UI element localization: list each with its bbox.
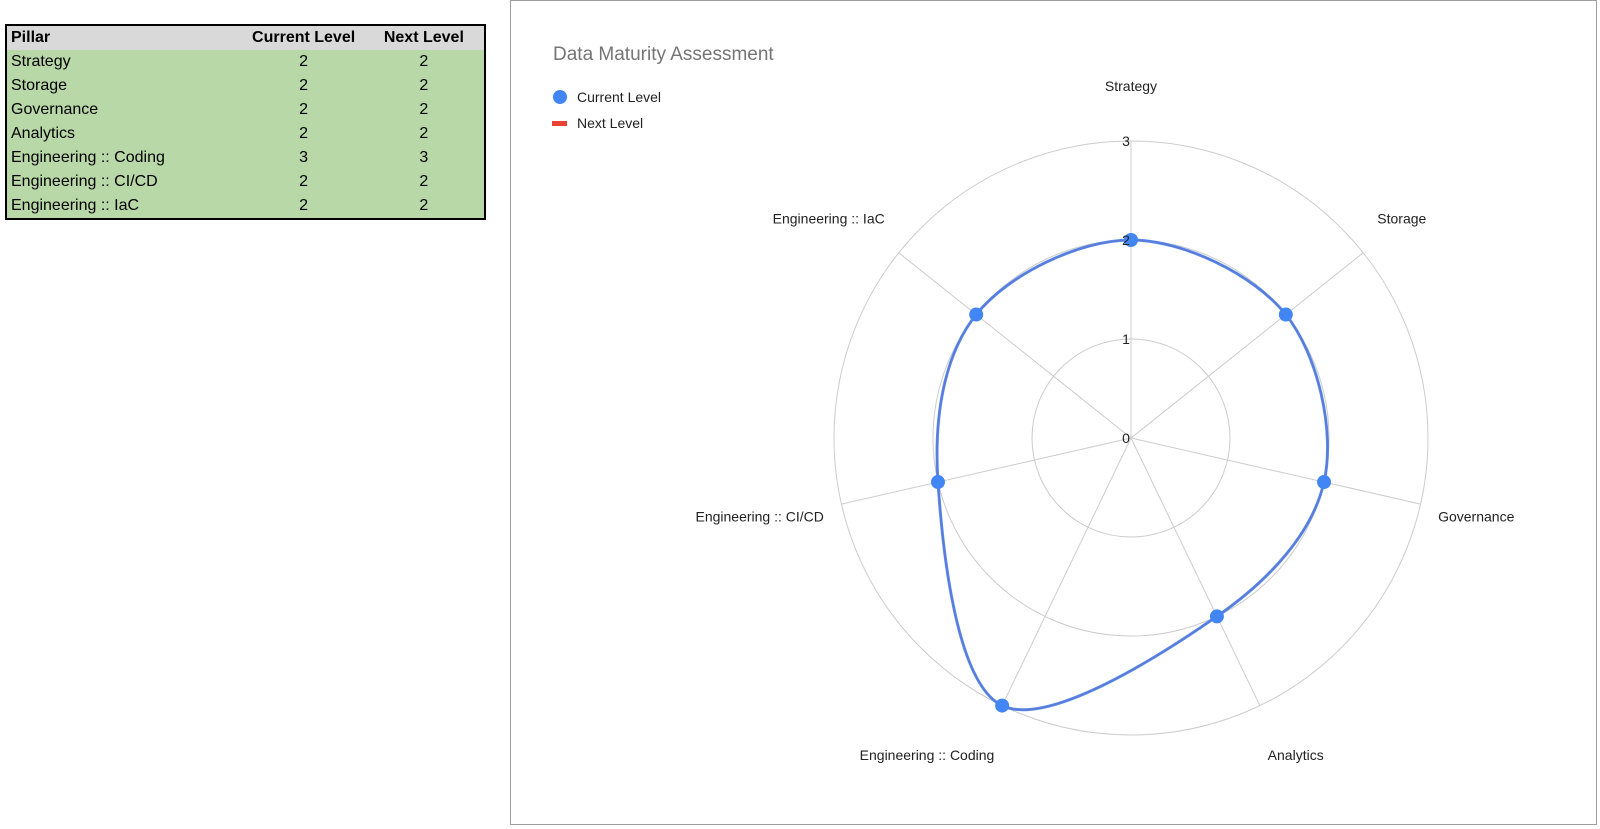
grid-spoke bbox=[1130, 437, 1421, 505]
category-label: Analytics bbox=[1268, 747, 1324, 763]
radar-labels: 0 1 2 3 Strategy Storage Governance Analytics En… bbox=[695, 78, 1514, 763]
header-pillar[interactable]: Pillar bbox=[11, 29, 51, 46]
category-label: Strategy bbox=[1105, 78, 1157, 94]
table-row: Strategy 2 2 bbox=[6, 50, 485, 74]
cell-current-level[interactable]: 2 bbox=[299, 77, 309, 94]
table-row: Engineering :: CI/CD 2 2 bbox=[6, 170, 485, 194]
chart-title: Data Maturity Assessment bbox=[553, 44, 774, 65]
grid-spoke bbox=[841, 437, 1132, 505]
series-line-current-level[interactable] bbox=[935, 238, 1330, 712]
data-point-current-level[interactable] bbox=[1317, 475, 1332, 490]
cell-current-level[interactable]: 2 bbox=[299, 101, 309, 118]
header-current-level[interactable]: Current Level bbox=[252, 29, 356, 46]
data-point-current-level[interactable] bbox=[1209, 609, 1224, 624]
category-label: Engineering :: IaC bbox=[773, 211, 885, 227]
grid-spoke bbox=[898, 252, 1132, 439]
legend-label-current-level[interactable]: Current Level bbox=[577, 89, 661, 105]
grid-spoke bbox=[1130, 437, 1261, 706]
category-label: Storage bbox=[1377, 211, 1426, 227]
data-point-current-level[interactable] bbox=[969, 307, 984, 322]
cell-current-level[interactable]: 3 bbox=[299, 149, 309, 166]
table-row: Engineering :: Coding 3 3 bbox=[6, 146, 485, 170]
data-point-current-level[interactable] bbox=[1278, 307, 1293, 322]
cell-pillar[interactable]: Engineering :: CI/CD bbox=[11, 173, 158, 190]
category-label: Engineering :: Coding bbox=[860, 747, 995, 763]
cell-pillar[interactable]: Storage bbox=[11, 77, 68, 94]
series-line-next-level[interactable] bbox=[936, 238, 1329, 711]
cell-next-level[interactable]: 3 bbox=[419, 149, 429, 166]
legend-marker-next-level bbox=[552, 121, 567, 126]
table-row: Governance 2 2 bbox=[6, 98, 485, 122]
category-label: Engineering :: CI/CD bbox=[695, 508, 823, 524]
data-point-current-level[interactable] bbox=[1124, 233, 1138, 247]
cell-pillar[interactable]: Engineering :: Coding bbox=[11, 149, 165, 166]
cell-next-level[interactable]: 2 bbox=[419, 53, 429, 70]
radar-chart[interactable]: Data Maturity Assessment Current Level N… bbox=[511, 1, 1596, 824]
radial-tick-label: 2 bbox=[1122, 232, 1130, 248]
data-table: Pillar Current Level Next Level Strategy… bbox=[5, 24, 486, 220]
table-row: Analytics 2 2 bbox=[6, 122, 485, 146]
cell-pillar[interactable]: Engineering :: IaC bbox=[11, 197, 140, 214]
cell-current-level[interactable]: 2 bbox=[299, 125, 309, 142]
legend-label-next-level[interactable]: Next Level bbox=[577, 115, 643, 131]
data-point-current-level[interactable] bbox=[995, 698, 1010, 713]
radial-tick-label: 3 bbox=[1122, 133, 1130, 149]
cell-next-level[interactable]: 2 bbox=[419, 197, 429, 214]
grid-spoke bbox=[1001, 437, 1132, 706]
legend[interactable]: Current Level Next Level bbox=[552, 89, 661, 131]
cell-pillar[interactable]: Governance bbox=[11, 101, 99, 118]
cell-current-level[interactable]: 2 bbox=[299, 197, 309, 214]
radial-tick-label: 1 bbox=[1122, 331, 1130, 347]
cell-next-level[interactable]: 2 bbox=[419, 173, 429, 190]
grid-spoke bbox=[1130, 252, 1364, 439]
data-point-current-level[interactable] bbox=[930, 475, 945, 490]
cell-current-level[interactable]: 2 bbox=[299, 53, 309, 70]
cell-current-level[interactable]: 2 bbox=[299, 173, 309, 190]
chart-panel[interactable]: Data Maturity Assessment Current Level N… bbox=[510, 0, 1597, 825]
radar-series bbox=[930, 233, 1332, 713]
cell-next-level[interactable]: 2 bbox=[419, 77, 429, 94]
table-row: Storage 2 2 bbox=[6, 74, 485, 98]
cell-next-level[interactable]: 2 bbox=[419, 125, 429, 142]
cell-pillar[interactable]: Strategy bbox=[11, 53, 71, 70]
table-row: Engineering :: IaC 2 2 bbox=[6, 194, 485, 219]
category-label: Governance bbox=[1438, 508, 1514, 524]
cell-pillar[interactable]: Analytics bbox=[11, 125, 76, 142]
cell-next-level[interactable]: 2 bbox=[419, 101, 429, 118]
radial-tick-label: 0 bbox=[1122, 430, 1130, 446]
radar-grid bbox=[833, 140, 1429, 736]
table-header-row: Pillar Current Level Next Level bbox=[6, 25, 485, 50]
legend-marker-current-level bbox=[553, 90, 567, 104]
header-next-level[interactable]: Next Level bbox=[383, 29, 464, 46]
